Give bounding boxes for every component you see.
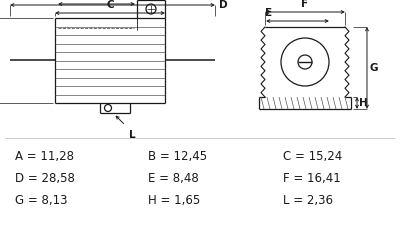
- Text: B = 12,45: B = 12,45: [148, 149, 207, 163]
- Text: E: E: [265, 8, 272, 18]
- Text: D = 28,58: D = 28,58: [15, 172, 75, 185]
- Text: C = 15,24: C = 15,24: [283, 149, 342, 163]
- Text: H = 1,65: H = 1,65: [148, 193, 200, 206]
- Text: F = 16,41: F = 16,41: [283, 172, 341, 185]
- Text: E = 8,48: E = 8,48: [148, 172, 199, 185]
- Text: G: G: [370, 63, 378, 73]
- Text: F: F: [302, 0, 308, 9]
- Text: L = 2,36: L = 2,36: [283, 193, 333, 206]
- Text: A = 11,28: A = 11,28: [15, 149, 74, 163]
- Text: G = 8,13: G = 8,13: [15, 193, 68, 206]
- Text: L: L: [128, 129, 135, 139]
- Text: D: D: [219, 0, 228, 10]
- Text: H: H: [359, 98, 368, 108]
- Text: C: C: [106, 0, 114, 10]
